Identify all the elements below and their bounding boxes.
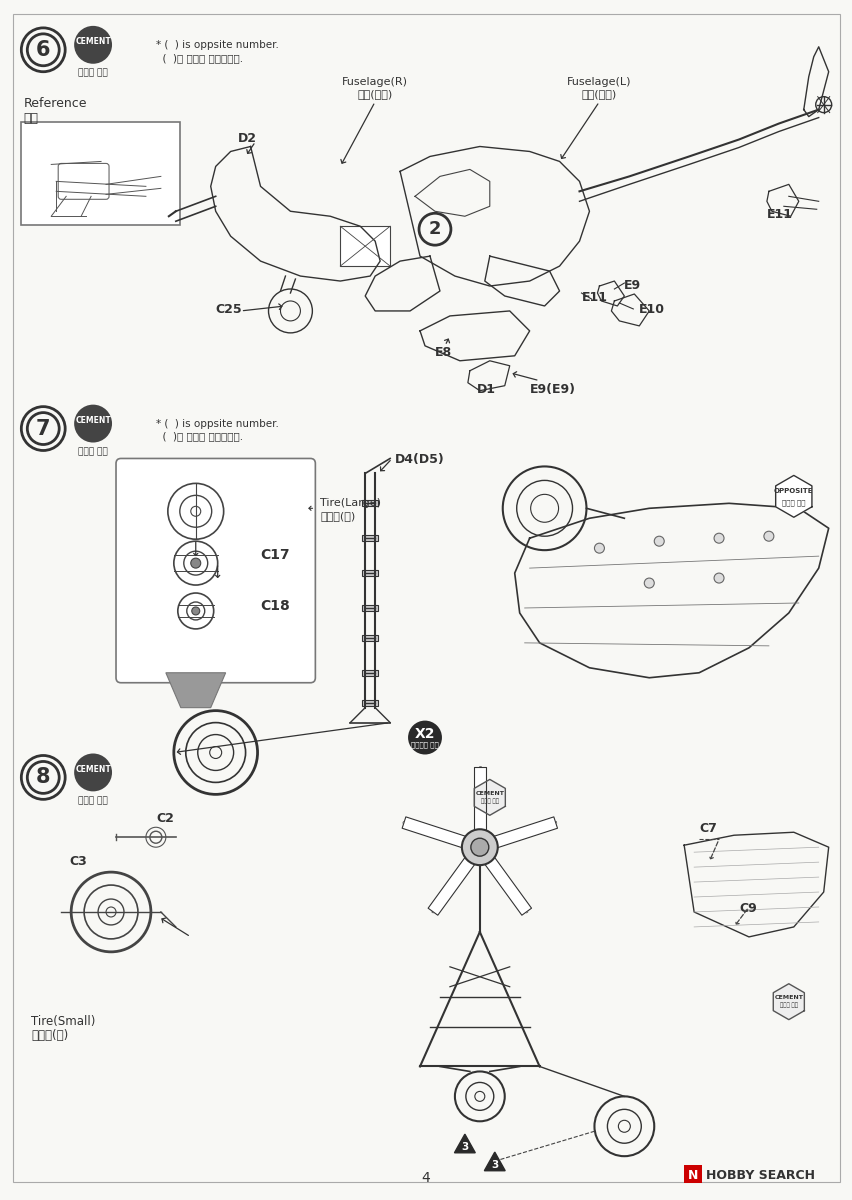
Text: 6: 6 [36,40,50,60]
Polygon shape [477,817,557,853]
Text: E8: E8 [435,346,452,359]
Text: HOBBY SEARCH: HOBBY SEARCH [705,1169,815,1182]
Polygon shape [484,1152,504,1171]
Text: CEMENT: CEMENT [475,791,504,796]
Text: C7: C7 [699,822,717,835]
Text: CEMENT: CEMENT [774,995,803,1001]
Text: (  )는 반대편 번호입니다.: ( )는 반대편 번호입니다. [156,53,243,62]
Text: Tire(Small): Tire(Small) [32,1015,95,1027]
FancyBboxPatch shape [362,535,377,541]
Polygon shape [773,984,803,1020]
Text: Reference: Reference [23,97,87,109]
Text: 타이어(대): 타이어(대) [320,511,355,521]
Polygon shape [165,673,226,708]
FancyBboxPatch shape [362,670,377,676]
Text: 접착제 사용: 접착제 사용 [78,68,108,78]
Circle shape [461,829,498,865]
FancyBboxPatch shape [340,227,389,266]
Text: E9: E9 [624,280,641,292]
FancyBboxPatch shape [362,570,377,576]
Text: C9: C9 [738,902,756,916]
Text: CEMENT: CEMENT [75,764,111,774]
Polygon shape [401,817,481,853]
FancyBboxPatch shape [14,14,838,1182]
Text: C2: C2 [156,812,174,826]
Text: 접착제 금지: 접착제 금지 [481,798,498,804]
Text: E9(E9): E9(E9) [529,383,575,396]
FancyBboxPatch shape [683,1165,701,1183]
Text: CEMENT: CEMENT [75,416,111,425]
FancyBboxPatch shape [362,605,377,611]
FancyBboxPatch shape [21,121,180,226]
Text: 반대선 조립: 반대선 조립 [781,499,804,505]
Text: Fuselage(R): Fuselage(R) [342,77,408,86]
Circle shape [74,754,112,791]
Text: D1: D1 [476,383,495,396]
Text: 8: 8 [36,768,50,787]
Text: D2: D2 [238,132,256,144]
Circle shape [653,536,664,546]
Text: D4(D5): D4(D5) [394,454,445,467]
Circle shape [470,839,488,856]
Text: 접착제 금지: 접착제 금지 [779,1003,797,1008]
FancyBboxPatch shape [362,635,377,641]
Text: E11: E11 [766,209,792,221]
Text: 4: 4 [421,1171,430,1186]
FancyBboxPatch shape [362,700,377,706]
Circle shape [713,533,723,544]
Text: (  )는 반대편 번호입니다.: ( )는 반대편 번호입니다. [156,432,243,442]
Text: 동체(좌측): 동체(좌측) [581,89,616,98]
Text: 접착제 사용: 접착제 사용 [78,448,108,456]
Polygon shape [428,844,484,916]
Polygon shape [475,844,531,916]
Text: N: N [687,1169,698,1182]
Text: 7: 7 [36,419,50,438]
Polygon shape [774,475,811,517]
Text: Fuselage(L): Fuselage(L) [567,77,631,86]
Circle shape [763,532,773,541]
Text: C18: C18 [260,599,290,613]
FancyBboxPatch shape [116,458,315,683]
Circle shape [643,578,653,588]
Text: E10: E10 [638,302,665,316]
Text: C17: C17 [260,548,290,562]
Circle shape [713,574,723,583]
Text: 3: 3 [461,1142,468,1152]
Text: OPPOSITE: OPPOSITE [773,488,813,494]
Text: 타이어(소): 타이어(소) [32,1028,68,1042]
Polygon shape [474,780,504,815]
Text: X2: X2 [414,726,435,740]
Circle shape [191,558,200,568]
Circle shape [192,607,199,614]
Polygon shape [454,1134,475,1153]
Text: 2: 2 [429,221,440,239]
Circle shape [407,721,441,755]
FancyBboxPatch shape [362,500,377,506]
Text: C25: C25 [216,302,242,316]
Text: CEMENT: CEMENT [75,37,111,47]
Text: 수량만름 조립: 수량만름 조립 [411,742,439,748]
FancyBboxPatch shape [58,163,109,199]
Polygon shape [474,768,486,847]
Circle shape [74,26,112,64]
Circle shape [74,404,112,443]
Text: 동체(우측): 동체(우측) [357,89,392,98]
Text: * (  ) is oppsite number.: * ( ) is oppsite number. [156,419,279,428]
Text: 참고: 참고 [23,112,38,125]
Text: * (  ) is oppsite number.: * ( ) is oppsite number. [156,40,279,50]
Text: C3: C3 [69,856,87,868]
Circle shape [594,544,604,553]
Text: 3: 3 [491,1160,498,1170]
Text: 접착제 사용: 접착제 사용 [78,797,108,805]
Text: E11: E11 [581,292,607,304]
Text: Tire(Large): Tire(Large) [320,498,381,509]
